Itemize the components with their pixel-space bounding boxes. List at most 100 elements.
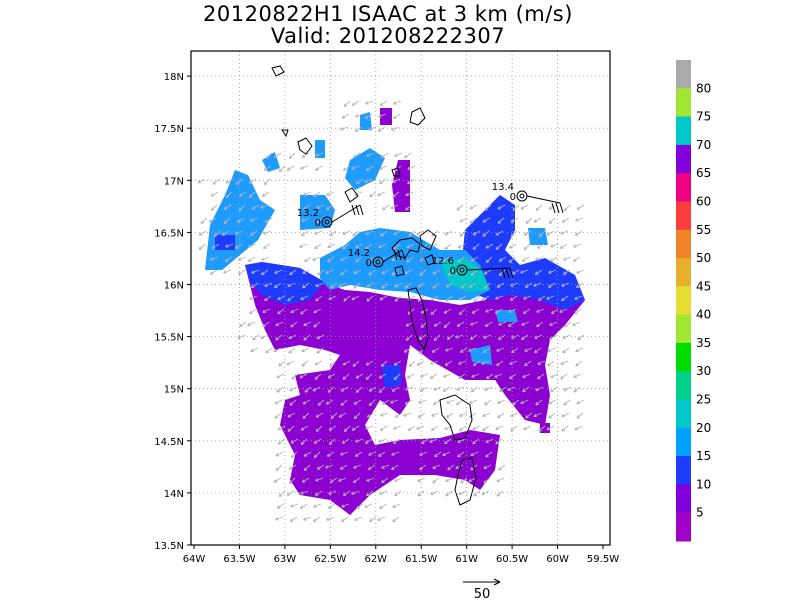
x-axis: 64W 63.5W 63W 62.5W 62W 61.5W 61W 60.5W 60W 59.5W [183,545,619,565]
wind-arrow [274,282,282,289]
wind-arrow-head [262,323,266,328]
colorbar-label: 5 [696,506,704,520]
wind-arrow [353,399,362,405]
wind-arrow [431,425,439,431]
wind-arrow [394,490,402,497]
wind-arrow-head [366,414,371,418]
wind-arrow-head [447,272,452,276]
wind-arrow [551,308,559,314]
wind-arrow [407,165,416,170]
wind-arrow-head [485,439,489,444]
wind-arrow-head [497,336,502,340]
barb-feather [501,267,506,279]
wind-arrow [445,490,453,497]
wind-arrow-head [559,309,563,313]
wind-arrow-head [442,258,447,262]
wind-arrow-head [288,350,292,354]
wind-arrow [301,360,309,367]
wind-arrow-head [468,348,472,352]
wind-arrow [274,412,282,419]
wind-arrow-head [485,259,490,263]
wind-arrow-head [391,272,395,276]
wind-arrow [301,477,310,483]
wind-arrow [300,295,309,300]
wind-arrow-head [378,389,383,393]
wind-arrow [366,282,375,288]
wind-arrow-head [547,284,552,288]
wind-arrow [577,334,585,341]
wind-arrow-head [366,298,370,302]
y-tick-label: 15.5N [154,333,184,344]
wind-arrow [431,230,439,237]
wind-arrow-head [338,414,343,418]
wind-arrow [484,204,492,211]
barb-feather [397,249,402,261]
wind-arrow-head [275,467,280,471]
wind-arrow-head [342,245,346,250]
wind-arrow [393,230,402,235]
wind-region-blue-3 [382,365,402,388]
wind-arrow [483,464,492,469]
wind-arrow [354,516,363,521]
wind-arrow-head [445,478,449,483]
colorbar-segment [676,144,691,174]
wind-arrow-head [547,362,551,367]
wind-arrow [368,269,376,276]
wind-arrow-head [355,439,359,443]
colorbar-segment [676,258,691,287]
wind-arrow-head [431,413,435,417]
wind-arrow [408,230,416,237]
wind-arrow-head [290,323,294,328]
wind-arrow-head [343,103,348,107]
wind-arrow-head [417,492,421,497]
wind-arrow-head [473,298,478,302]
wind-arrow [573,256,581,262]
wind-arrow [290,321,298,328]
wind-arrow [521,334,529,340]
colorbar-label: 50 [696,251,711,265]
wind-arrow [434,256,442,263]
wind-arrow [368,126,377,131]
wind-arrow [341,503,350,508]
wind-arrow-head [394,284,398,288]
wind-arrow [315,152,324,157]
wind-arrow [355,373,364,379]
wind-arrow [249,295,258,300]
wind-arrow [303,516,312,521]
wind-arrow-head [312,388,317,392]
wind-arrow-head [470,258,475,262]
wind-arrow-head [405,206,409,211]
wind-arrow-head [301,218,305,222]
station-sub-value: 0 [510,192,516,203]
wind-arrow-head [573,389,577,393]
station-wind-barb [526,195,561,204]
wind-arrow [576,269,585,274]
wind-arrow-head [316,466,321,470]
wind-arrow-head [315,297,319,302]
island-small-2 [281,129,289,138]
wind-arrow-head [522,374,526,378]
wind-arrow [223,217,231,224]
wind-arrow [379,165,388,170]
wind-arrow-head [355,389,360,393]
wind-arrow [548,269,557,274]
wind-arrow [393,425,402,430]
barb-feather [355,204,360,216]
island-small-4 [424,254,435,266]
wind-arrow-head [404,154,408,159]
wind-arrow [313,451,321,458]
wind-arrow-head [381,270,385,275]
wind-arrow [342,373,350,380]
wind-arrow [264,282,273,287]
wind-arrow [472,425,481,430]
wind-arrow-head [277,310,281,315]
wind-arrow [290,503,299,508]
wind-arrow [329,360,337,367]
wind-arrow [405,191,414,196]
chart-title: 20120822H1 ISAAC at 3 km (m/s) [203,2,573,26]
wind-arrow-head [302,270,306,274]
wind-arrow-head [368,388,373,392]
wind-arrow [342,243,350,250]
wind-arrow-head [496,284,501,288]
wind-arrow [366,412,375,418]
